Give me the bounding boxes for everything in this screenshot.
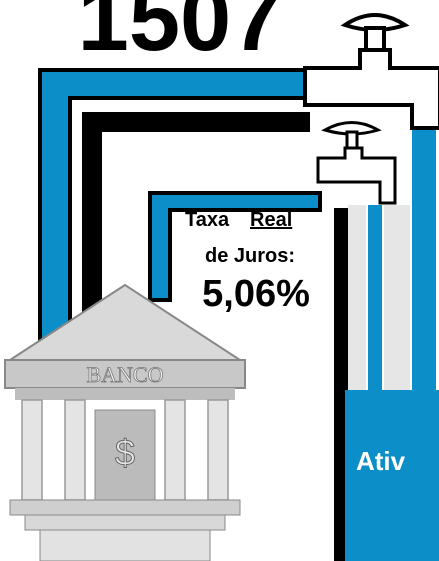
bank-label: BANCO bbox=[86, 362, 163, 387]
bank: BANCO $ bbox=[4, 283, 246, 561]
title: 1507 bbox=[78, 0, 283, 70]
rate-word: Real bbox=[250, 209, 292, 231]
black-bar bbox=[334, 208, 348, 561]
rate-value: 5,06% bbox=[202, 273, 310, 315]
faucet bbox=[303, 13, 439, 130]
rate-line: de Juros: bbox=[205, 245, 295, 267]
bank-symbol: $ bbox=[115, 432, 135, 473]
stream-1 bbox=[412, 128, 436, 393]
stream-2 bbox=[368, 205, 382, 393]
inner-pipe bbox=[148, 191, 322, 302]
rate-word: Taxa bbox=[185, 209, 230, 231]
stream-gap bbox=[348, 205, 366, 393]
faucet-small bbox=[316, 121, 397, 205]
box bbox=[345, 390, 439, 561]
box-label: Ativ bbox=[356, 446, 406, 476]
stream-gap bbox=[384, 205, 410, 393]
pipes bbox=[38, 68, 439, 561]
